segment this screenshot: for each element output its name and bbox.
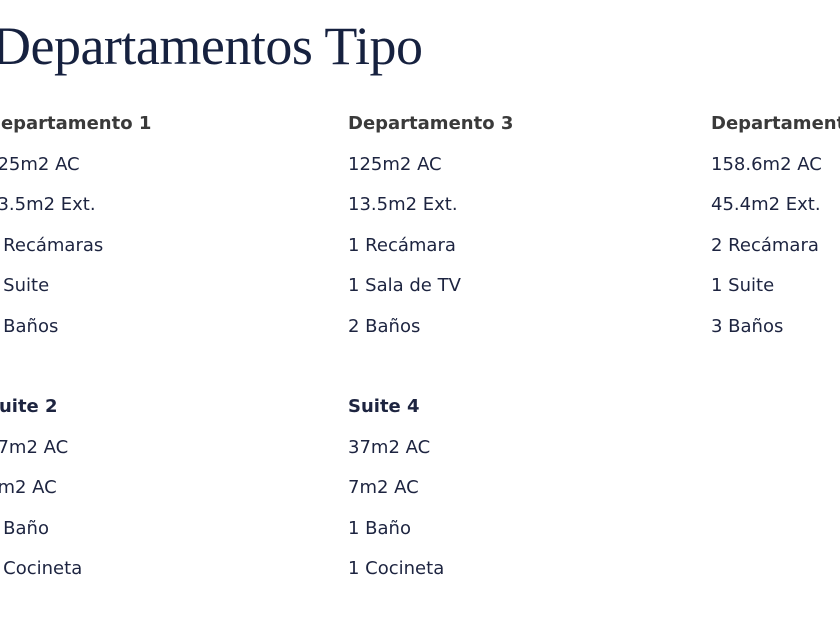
unit-name: Suite 2 (0, 396, 58, 417)
unit-feature: 2 Baños (0, 315, 59, 337)
unit-feature: 1 Cocineta (0, 558, 83, 580)
unit-feature: 37m2 AC (348, 436, 431, 458)
page-title: Departamentos Tipo (0, 16, 423, 76)
unit-feature: 125m2 AC (348, 153, 442, 175)
unit-feature: 45.4m2 Ext. (711, 194, 821, 216)
unit-card: Suite 2 37m2 AC 7m2 AC 1 Baño 1 Cocineta (0, 396, 82, 599)
unit-feature: 13.5m2 Ext. (348, 194, 458, 216)
unit-feature: 2 Baños (348, 315, 421, 337)
unit-feature: 2 Recámara (711, 234, 819, 256)
unit-feature: 1 Recámara (348, 234, 456, 256)
unit-feature: 1 Suite (711, 275, 775, 297)
unit-feature: 7m2 AC (348, 477, 419, 499)
unit-name: Departamento 1 (0, 113, 152, 134)
unit-name: Departamento 3 (348, 113, 514, 134)
unit-feature: 7m2 AC (0, 477, 57, 499)
unit-card: Departamento 158.6m2 AC 45.4m2 Ext. 2 Recám… (711, 113, 840, 357)
unit-card: Suite 4 37m2 AC 7m2 AC 1 Baño 1 Cocineta (348, 396, 444, 599)
unit-feature: 1 Cocineta (348, 558, 445, 580)
unit-feature: 1 Suite (0, 275, 50, 297)
unit-name: Departamento (711, 113, 840, 134)
unit-feature: 1 Sala de TV (348, 275, 461, 297)
unit-feature: 3 Baños (711, 315, 784, 337)
unit-card: Departamento 3 125m2 AC 13.5m2 Ext. 1 Recám… (348, 113, 513, 357)
unit-feature: 37m2 AC (0, 436, 69, 458)
unit-feature: 125m2 AC (0, 153, 80, 175)
unit-card: Departamento 1 125m2 AC 13.5m2 Ext. 3 Recám… (0, 113, 151, 357)
unit-feature: 158.6m2 AC (711, 153, 822, 175)
unit-feature: 3 Recámaras (0, 234, 104, 256)
unit-feature: 1 Baño (348, 517, 411, 539)
unit-feature: 13.5m2 Ext. (0, 194, 96, 216)
unit-name: Suite 4 (348, 396, 420, 417)
unit-feature: 1 Baño (0, 517, 49, 539)
